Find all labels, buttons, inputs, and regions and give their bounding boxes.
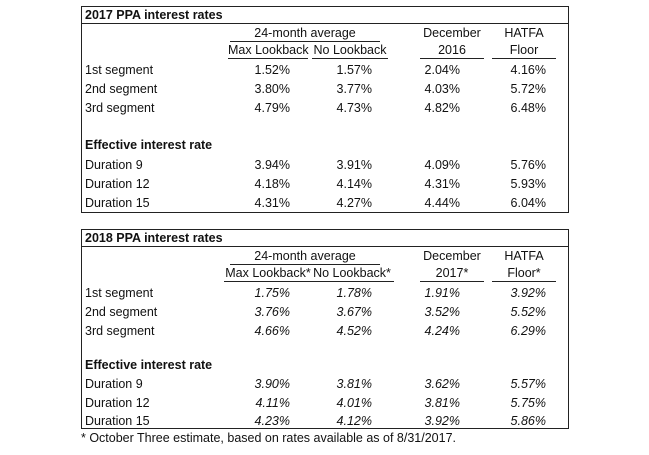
hatfa-value: 5.72% bbox=[510, 82, 546, 96]
row-label: Duration 15 bbox=[85, 196, 150, 210]
row-label: Duration 9 bbox=[85, 377, 143, 391]
row-label: Duration 9 bbox=[85, 158, 143, 172]
december-value: 4.31% bbox=[424, 177, 460, 191]
december-underline bbox=[420, 58, 484, 59]
hatfa-value: 5.57% bbox=[510, 377, 546, 391]
no-lookback-value: 4.52% bbox=[336, 324, 372, 338]
row-label: Duration 12 bbox=[85, 177, 150, 191]
no-lookback-value: 4.12% bbox=[336, 414, 372, 428]
table-title: 2017 PPA interest rates bbox=[82, 7, 568, 24]
no-lookback-header: No Lookback bbox=[313, 43, 387, 57]
row-label: Duration 15 bbox=[85, 414, 150, 428]
no-lookback-header: No Lookback* bbox=[313, 266, 391, 280]
hatfa-header-line1: HATFA bbox=[504, 26, 544, 40]
december-value: 2.04% bbox=[424, 63, 460, 77]
max-lookback-underline bbox=[224, 281, 312, 282]
max-lookback-value: 1.52% bbox=[254, 63, 290, 77]
effective-rate-heading: Effective interest rate bbox=[85, 138, 213, 152]
ppa-2018-table: 2018 PPA interest rates 24-month average… bbox=[81, 229, 569, 429]
max-lookback-value: 3.90% bbox=[254, 377, 290, 391]
no-lookback-value: 3.67% bbox=[336, 305, 372, 319]
hatfa-header-line1: HATFA bbox=[504, 249, 544, 263]
row-label: 3rd segment bbox=[85, 101, 155, 115]
december-header-line2: 2017* bbox=[435, 266, 469, 280]
december-header-line1: December bbox=[423, 249, 481, 263]
max-lookback-value: 3.80% bbox=[254, 82, 290, 96]
footnote: * October Three estimate, based on rates… bbox=[81, 431, 456, 445]
max-lookback-header: Max Lookback bbox=[228, 43, 309, 57]
max-lookback-value: 3.94% bbox=[254, 158, 290, 172]
no-lookback-value: 3.91% bbox=[336, 158, 372, 172]
december-value: 4.24% bbox=[424, 324, 460, 338]
hatfa-value: 5.86% bbox=[510, 414, 546, 428]
hatfa-value: 5.75% bbox=[510, 396, 546, 410]
no-lookback-value: 4.73% bbox=[336, 101, 372, 115]
no-lookback-value: 4.14% bbox=[336, 177, 372, 191]
no-lookback-value: 1.57% bbox=[336, 63, 372, 77]
december-value: 4.09% bbox=[424, 158, 460, 172]
max-lookback-underline bbox=[228, 58, 308, 59]
hatfa-value: 6.04% bbox=[510, 196, 546, 210]
hatfa-value: 3.92% bbox=[510, 286, 546, 300]
no-lookback-value: 3.77% bbox=[336, 82, 372, 96]
hatfa-value: 5.76% bbox=[510, 158, 546, 172]
max-lookback-value: 4.66% bbox=[254, 324, 290, 338]
december-value: 4.03% bbox=[424, 82, 460, 96]
group-header-underline bbox=[230, 264, 380, 265]
hatfa-value: 6.48% bbox=[510, 101, 546, 115]
max-lookback-value: 4.11% bbox=[255, 396, 290, 410]
max-lookback-value: 4.31% bbox=[254, 196, 290, 210]
max-lookback-value: 4.18% bbox=[254, 177, 290, 191]
hatfa-value: 4.16% bbox=[510, 63, 546, 77]
december-value: 1.91% bbox=[424, 286, 460, 300]
december-value: 3.81% bbox=[424, 396, 460, 410]
hatfa-underline bbox=[492, 58, 556, 59]
row-label: 2nd segment bbox=[85, 305, 158, 319]
no-lookback-value: 1.78% bbox=[336, 286, 372, 300]
hatfa-value: 5.93% bbox=[510, 177, 546, 191]
row-label: 1st segment bbox=[85, 63, 154, 77]
no-lookback-underline bbox=[310, 281, 394, 282]
group-header: 24-month average bbox=[254, 249, 356, 263]
december-value: 3.92% bbox=[424, 414, 460, 428]
row-label: Duration 12 bbox=[85, 396, 150, 410]
december-underline bbox=[420, 281, 484, 282]
row-label: 2nd segment bbox=[85, 82, 158, 96]
max-lookback-value: 4.23% bbox=[254, 414, 290, 428]
december-value: 4.82% bbox=[424, 101, 460, 115]
hatfa-underline bbox=[492, 281, 556, 282]
no-lookback-value: 4.27% bbox=[336, 196, 372, 210]
hatfa-value: 6.29% bbox=[510, 324, 546, 338]
group-header-underline bbox=[230, 41, 380, 42]
max-lookback-value: 3.76% bbox=[254, 305, 290, 319]
hatfa-header-line2: Floor* bbox=[507, 266, 541, 280]
effective-rate-heading: Effective interest rate bbox=[85, 358, 213, 372]
hatfa-header-line2: Floor bbox=[509, 43, 539, 57]
row-label: 1st segment bbox=[85, 286, 154, 300]
december-value: 3.52% bbox=[424, 305, 460, 319]
max-lookback-header: Max Lookback* bbox=[225, 266, 311, 280]
hatfa-value: 5.52% bbox=[510, 305, 546, 319]
max-lookback-value: 4.79% bbox=[254, 101, 290, 115]
group-header: 24-month average bbox=[254, 26, 356, 40]
row-label: 3rd segment bbox=[85, 324, 155, 338]
december-header-line2: 2016 bbox=[438, 43, 466, 57]
december-value: 3.62% bbox=[424, 377, 460, 391]
max-lookback-value: 1.75% bbox=[254, 286, 290, 300]
ppa-2017-table: 2017 PPA interest rates 24-month average… bbox=[81, 6, 569, 213]
december-header-line1: December bbox=[423, 26, 481, 40]
no-lookback-underline bbox=[312, 58, 388, 59]
table-title: 2018 PPA interest rates bbox=[82, 230, 568, 247]
no-lookback-value: 3.81% bbox=[336, 377, 372, 391]
december-value: 4.44% bbox=[424, 196, 460, 210]
no-lookback-value: 4.01% bbox=[336, 396, 372, 410]
